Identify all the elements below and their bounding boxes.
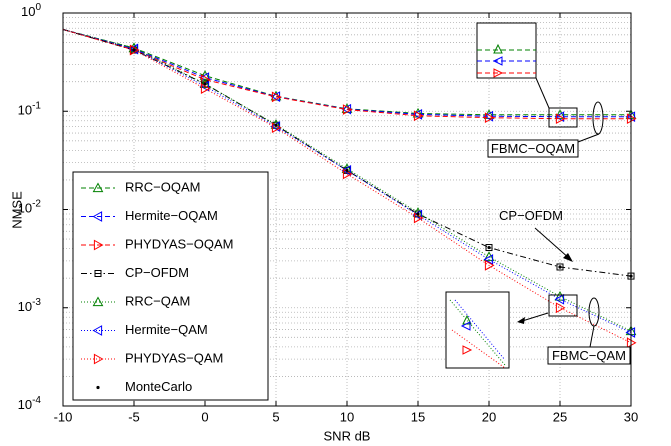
annotation: CP−OFDM xyxy=(499,208,563,223)
lines xyxy=(62,28,637,349)
marker xyxy=(555,302,566,314)
marker xyxy=(483,254,494,265)
marker xyxy=(200,74,211,85)
x-tick-label: -5 xyxy=(128,409,140,424)
x-tick-label: 30 xyxy=(624,409,638,424)
marker xyxy=(412,108,423,120)
y-tick-label: 100 xyxy=(21,2,41,20)
x-tick-label: 0 xyxy=(201,409,208,424)
series-line xyxy=(62,28,631,118)
legend-label: PHYDYAS−QAM xyxy=(125,350,223,365)
x-tick-label: 20 xyxy=(482,409,496,424)
legend-label: Hermite−QAM xyxy=(125,322,208,337)
marker xyxy=(274,123,278,127)
marker xyxy=(200,83,211,94)
marker xyxy=(558,265,562,269)
series-line xyxy=(62,28,631,116)
series-line xyxy=(62,28,632,332)
marker xyxy=(129,44,140,56)
marker xyxy=(132,48,136,52)
marker xyxy=(341,165,352,176)
marker xyxy=(484,260,495,271)
y-axis-label: NMSE xyxy=(9,191,24,229)
axes-box xyxy=(62,12,632,407)
marker xyxy=(487,245,491,250)
marker xyxy=(483,110,494,122)
x-tick-label: 10 xyxy=(340,409,354,424)
legend-label: PHYDYAS−OQAM xyxy=(125,236,233,251)
zoom-insets xyxy=(445,22,604,369)
annotation-box xyxy=(547,346,631,365)
marker xyxy=(484,112,495,124)
x-tick-label: 15 xyxy=(411,409,425,424)
marker xyxy=(94,270,102,277)
annotations: FBMC−OQAM CP−OFDM FBMC−QAM xyxy=(487,139,631,365)
legend-label: Hermite−OQAM xyxy=(125,208,218,223)
marker xyxy=(554,109,566,119)
annotation: FBMC−QAM xyxy=(552,348,626,363)
marker xyxy=(93,353,104,365)
legend-label: MonteCarlo xyxy=(125,379,192,394)
annotation: FBMC−OQAM xyxy=(491,141,575,156)
marker xyxy=(413,110,424,122)
marker xyxy=(199,78,211,88)
y-tick-label: 10-3 xyxy=(18,296,42,314)
marker xyxy=(341,163,353,173)
x-tick-label: -10 xyxy=(54,409,73,424)
marker xyxy=(345,168,349,173)
x-tick-label: 5 xyxy=(272,409,279,424)
marker xyxy=(203,82,207,86)
marker xyxy=(554,291,566,301)
annotation-box xyxy=(487,139,579,158)
marker xyxy=(93,239,104,251)
marker xyxy=(416,212,420,216)
marker xyxy=(413,212,424,224)
marker xyxy=(342,104,353,115)
legend-label: RRC−OQAM xyxy=(125,179,200,194)
y-tick-label: 10-1 xyxy=(18,100,42,118)
marker xyxy=(412,207,424,217)
marker xyxy=(96,385,100,390)
marker xyxy=(92,296,104,307)
marker xyxy=(555,113,566,125)
marker xyxy=(483,251,495,261)
legend-label: CP−OFDM xyxy=(125,265,189,280)
x-axis-label: SNR dB xyxy=(324,428,371,443)
marker xyxy=(271,91,282,103)
y-tick-label: 10-4 xyxy=(18,395,42,413)
legend-box xyxy=(72,171,269,401)
legend-label: RRC−QAM xyxy=(125,293,190,308)
x-tick-label: 25 xyxy=(553,409,567,424)
series-line xyxy=(62,28,632,277)
marker xyxy=(92,182,104,193)
marker xyxy=(485,244,493,252)
legend: RRC−OQAM Hermite−OQAM PHYDYAS−OQAM CP−OFDM R… xyxy=(72,171,269,401)
marker xyxy=(92,211,103,222)
marker xyxy=(554,293,565,305)
marker xyxy=(556,263,564,271)
marker xyxy=(92,325,103,336)
y-tick-label: 10-2 xyxy=(18,198,42,216)
